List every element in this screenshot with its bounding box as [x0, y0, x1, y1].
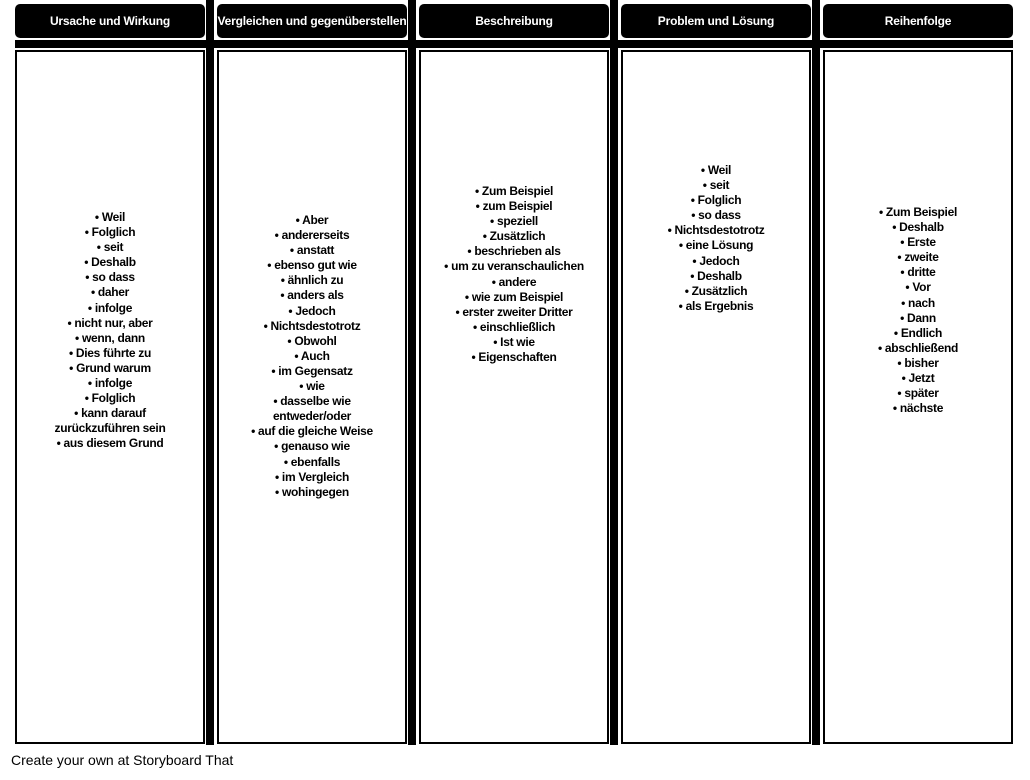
list-item: • anders als	[280, 288, 344, 303]
list-item: • um zu veranschaulichen	[444, 259, 584, 274]
word-list: • Zum Beispiel • zum Beispiel • speziell • …	[421, 52, 607, 365]
list-item: • seit	[702, 178, 730, 193]
column-title[interactable]: Problem und Lösung	[621, 4, 811, 38]
list-item: • Nichtsdestotrotz	[667, 223, 765, 238]
list-item: • Endlich	[893, 325, 943, 340]
list-item: • Zum Beispiel	[474, 184, 554, 198]
list-item: • genauso wie	[274, 439, 350, 454]
text-panel[interactable]: • Weil • Folglich • seit • Deshalb • so dass…	[15, 50, 205, 744]
column-divider	[610, 0, 618, 745]
list-item: • zum Beispiel	[475, 199, 553, 214]
list-item: • Obwohl	[287, 333, 337, 348]
list-item: • erster zweiter Dritter	[455, 304, 573, 319]
list-item: • daher	[90, 285, 130, 300]
list-item: • Vor	[905, 280, 931, 295]
list-item: • anstatt	[289, 243, 335, 258]
list-item: • Grund warum	[69, 360, 151, 375]
column-title[interactable]: Vergleichen und gegenüberstellen	[217, 4, 407, 38]
list-item: • ähnlich zu	[280, 273, 344, 288]
list-item: • Weil	[94, 210, 126, 224]
list-item: • Weil	[700, 163, 732, 177]
list-item: entweder/oder	[272, 409, 352, 424]
list-item: • dasselbe wie	[273, 394, 351, 409]
list-item: • Auch	[294, 348, 330, 363]
list-item: • andererseits	[274, 228, 350, 243]
list-item: • wie	[299, 379, 325, 394]
text-panel[interactable]: • Zum Beispiel • Deshalb • Erste • zweite • …	[823, 50, 1013, 744]
list-item: • im Gegensatz	[271, 363, 353, 378]
list-item: • zweite	[897, 250, 939, 265]
list-item: • beschrieben als	[467, 244, 561, 259]
list-item: • ebenfalls	[283, 454, 341, 469]
storyboard-column: Ursache und Wirkung • Weil • Folglich • sei…	[15, 4, 205, 744]
list-item: • abschließend	[877, 340, 959, 355]
list-item: • auf die gleiche Weise	[251, 424, 373, 439]
list-item: • infolge	[87, 376, 133, 391]
list-item: • Aber	[295, 213, 329, 227]
list-item: • einschließlich	[472, 319, 556, 334]
list-item: • Deshalb	[84, 255, 136, 270]
column-divider	[408, 0, 416, 745]
list-item: • Deshalb	[892, 220, 944, 235]
word-list: • Aber • andererseits • anstatt • ebenso gu…	[219, 52, 405, 500]
column-divider	[812, 0, 820, 745]
list-item: • Folglich	[690, 193, 742, 208]
list-item: • bisher	[897, 355, 939, 370]
word-list: • Weil • Folglich • seit • Deshalb • so dass…	[17, 52, 203, 452]
list-item: • als Ergebnis	[678, 298, 754, 313]
list-item: • nach	[901, 295, 935, 310]
list-item: • Zusätzlich	[684, 283, 748, 298]
list-item: • Ist wie	[493, 334, 535, 349]
column-title[interactable]: Ursache und Wirkung	[15, 4, 205, 38]
list-item: • Jetzt	[901, 371, 935, 386]
storyboard-column: Beschreibung • Zum Beispiel • zum Beispiel…	[419, 4, 609, 744]
word-list: • Weil • seit • Folglich • so dass • Nichtsd…	[623, 52, 809, 314]
list-item: • speziell	[490, 214, 538, 229]
list-item: • dritte	[900, 265, 936, 280]
header-divider-bar	[15, 40, 1013, 48]
list-item: • wenn, dann	[75, 330, 145, 345]
text-panel[interactable]: • Aber • andererseits • anstatt • ebenso gu…	[217, 50, 407, 744]
text-panel[interactable]: • Zum Beispiel • zum Beispiel • speziell • …	[419, 50, 609, 744]
list-item: • so dass	[85, 270, 135, 285]
word-list: • Zum Beispiel • Deshalb • Erste • zweite • …	[825, 52, 1011, 416]
list-item: • wohingegen	[275, 484, 349, 499]
list-item: • Dann	[900, 310, 936, 325]
list-item: zurückzuführen sein	[54, 421, 166, 436]
list-item: • ebenso gut wie	[267, 258, 357, 273]
list-item: • Jedoch	[288, 303, 336, 318]
list-item: • Folglich	[84, 225, 136, 240]
list-item: • Dies führte zu	[68, 345, 152, 360]
text-panel[interactable]: • Weil • seit • Folglich • so dass • Nichtsd…	[621, 50, 811, 744]
list-item: • Zusätzlich	[482, 229, 546, 244]
storyboard-that-credit-link[interactable]: Create your own at Storyboard That	[11, 752, 234, 768]
list-item: • so dass	[691, 208, 741, 223]
list-item: • nächste	[892, 401, 944, 416]
list-item: • Erste	[900, 235, 936, 250]
column-title[interactable]: Reihenfolge	[823, 4, 1013, 38]
list-item: • Zum Beispiel	[878, 205, 958, 219]
list-item: • wie zum Beispiel	[464, 289, 564, 304]
list-item: • Deshalb	[690, 268, 742, 283]
list-item: • später	[897, 386, 939, 401]
list-item: • seit	[96, 240, 124, 255]
list-item: • im Vergleich	[274, 469, 350, 484]
list-item: • eine Lösung	[678, 238, 754, 253]
list-item: • andere	[491, 274, 537, 289]
list-item: • nicht nur, aber	[67, 315, 153, 330]
list-item: • Jedoch	[692, 253, 740, 268]
list-item: • kann darauf	[74, 406, 146, 421]
list-item: • aus diesem Grund	[56, 436, 164, 451]
storyboard-column: Problem und Lösung • Weil • seit • Folglich…	[621, 4, 811, 744]
list-item: • Nichtsdestotrotz	[263, 318, 361, 333]
storyboard-column: Reihenfolge • Zum Beispiel • Deshalb • Erst…	[823, 4, 1013, 744]
list-item: • Eigenschaften	[471, 350, 557, 365]
storyboard-column: Vergleichen und gegenüberstellen • Aber • …	[217, 4, 407, 744]
list-item: • Folglich	[84, 391, 136, 406]
column-title[interactable]: Beschreibung	[419, 4, 609, 38]
list-item: • infolge	[87, 300, 133, 315]
column-divider	[206, 0, 214, 745]
